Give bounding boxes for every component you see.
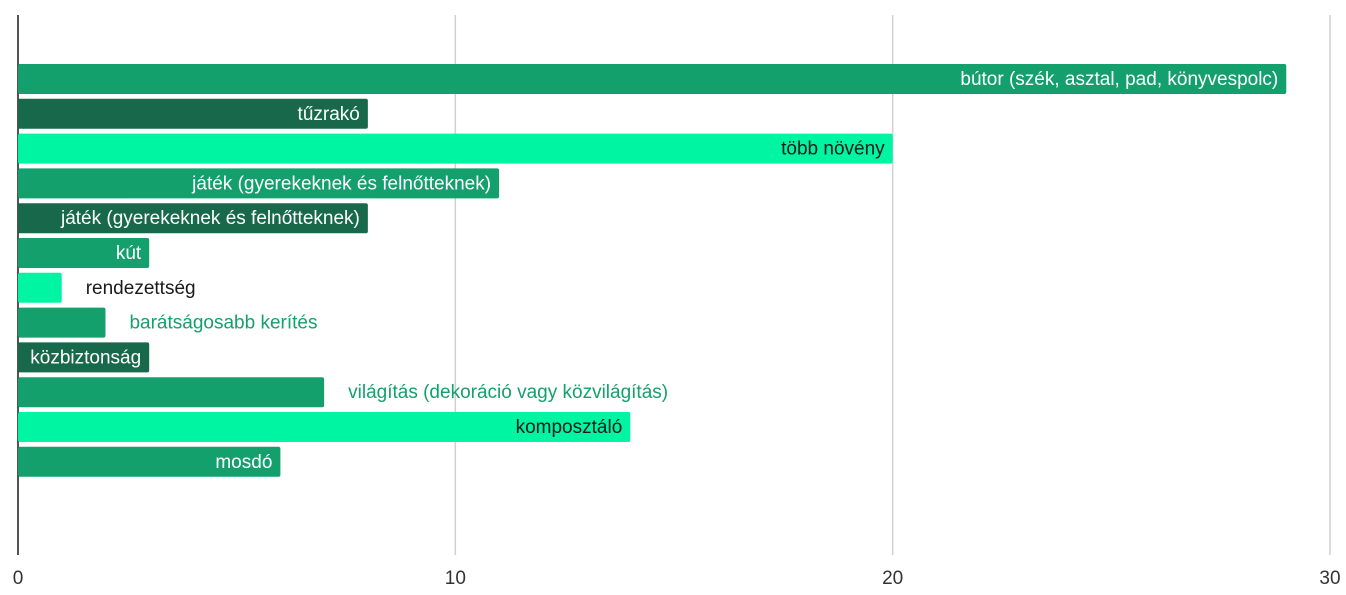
bar-label: játék (gyerekeknek és felnőtteknek) bbox=[191, 173, 491, 194]
bar-label: tűzrakó bbox=[298, 104, 360, 125]
bar bbox=[18, 412, 631, 442]
bar bbox=[18, 238, 150, 268]
bar-label: komposztáló bbox=[516, 417, 623, 438]
bar-label: barátságosabb kerítés bbox=[129, 313, 317, 334]
bar-label: kút bbox=[116, 243, 142, 264]
bar bbox=[18, 272, 62, 303]
x-tick-label: 30 bbox=[1319, 568, 1340, 589]
x-tick-label: 20 bbox=[882, 568, 903, 589]
bar-label: közbiztonság bbox=[30, 347, 141, 368]
bar bbox=[18, 98, 368, 129]
bar bbox=[18, 203, 368, 234]
bar-label: világítás (dekoráció vagy közvilágítás) bbox=[348, 382, 668, 403]
bar bbox=[18, 342, 150, 373]
bar bbox=[18, 377, 325, 408]
bar bbox=[18, 446, 281, 477]
x-tick-label: 0 bbox=[13, 568, 24, 589]
bar bbox=[18, 307, 106, 338]
bar bbox=[18, 64, 1287, 94]
bar-label: mosdó bbox=[215, 452, 272, 473]
bar-label: több növény bbox=[781, 139, 885, 160]
x-tick-label: 10 bbox=[445, 568, 466, 589]
bar-label: rendezettség bbox=[86, 278, 196, 299]
bar-label: játék (gyerekeknek és felnőtteknek) bbox=[60, 208, 360, 229]
bar bbox=[18, 168, 500, 199]
bar-label: bútor (szék, asztal, pad, könyvespolc) bbox=[960, 69, 1278, 90]
bar bbox=[18, 133, 893, 164]
